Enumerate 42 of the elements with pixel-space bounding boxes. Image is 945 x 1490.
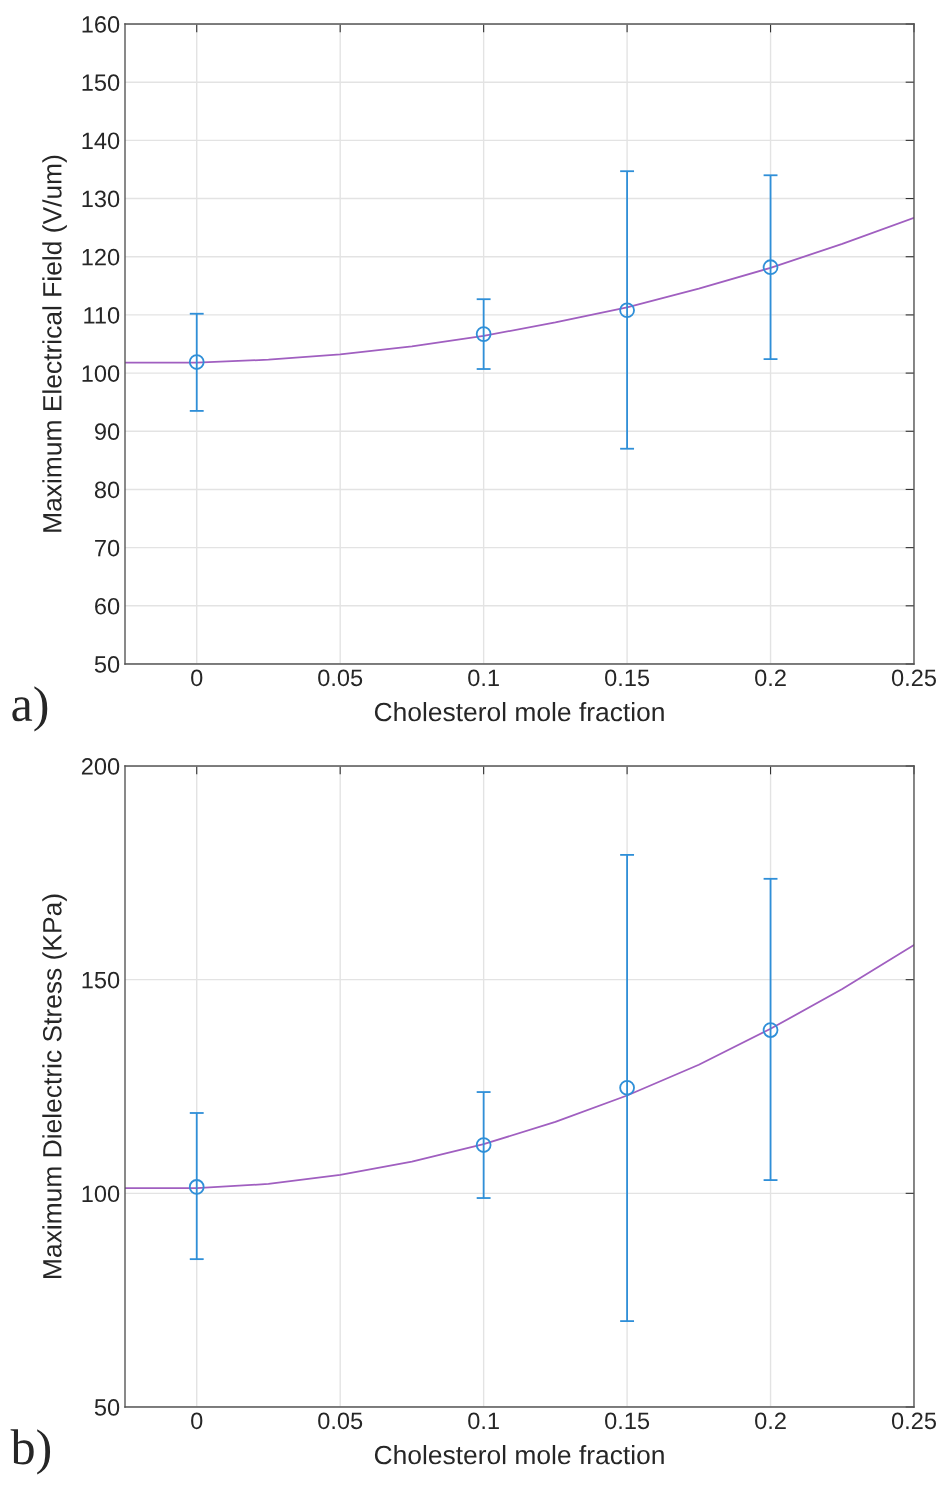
x-tick-label: 0.1 xyxy=(468,669,499,687)
point xyxy=(475,326,492,342)
x-tick-label: 0.25 xyxy=(891,1412,936,1430)
y-tick-label: 120 xyxy=(82,248,120,266)
x-tick-label: 0.05 xyxy=(318,669,363,687)
y-axis-title: Maximum Dielectric Stress (KPa) xyxy=(42,894,67,1278)
y-tick-label: 110 xyxy=(84,306,120,324)
x-tick-label: 0.15 xyxy=(605,669,650,687)
y-tick-label: 150 xyxy=(82,74,120,91)
x-axis-title: Cholesterol mole fraction xyxy=(374,1444,664,1465)
y-tick-label: 50 xyxy=(94,656,120,673)
y-tick-label: 160 xyxy=(82,16,120,33)
x-tick-label: 0.2 xyxy=(755,669,786,687)
y-tick-label: 80 xyxy=(94,481,120,499)
point xyxy=(475,1137,492,1153)
y-tick-label: 100 xyxy=(82,365,120,382)
y-tick-label: 200 xyxy=(81,758,120,775)
y-tick-label: 90 xyxy=(94,423,120,441)
point xyxy=(188,354,205,370)
x-tick-label: 0.15 xyxy=(605,1412,650,1430)
y-tick-label: 130 xyxy=(82,190,120,208)
x-tick-label: 0.05 xyxy=(318,1412,363,1430)
y-tick-label: 140 xyxy=(82,132,120,150)
x-axis-title: Cholesterol mole fraction xyxy=(374,701,664,722)
y-tick-label: 60 xyxy=(95,597,120,615)
y-tick-label: 70 xyxy=(95,539,120,557)
x-tick-label: 0.2 xyxy=(755,1412,786,1430)
point xyxy=(619,302,635,319)
point xyxy=(762,1022,779,1038)
x-tick-label: 0.25 xyxy=(891,669,936,687)
x-tick-label: 0.1 xyxy=(468,1412,499,1430)
text: b) xyxy=(10,1429,51,1475)
point xyxy=(762,259,779,276)
point xyxy=(188,1179,205,1195)
x-tick-label: 0 xyxy=(191,1412,203,1430)
x-tick-label: 0 xyxy=(191,669,203,687)
y-tick-label: 50 xyxy=(94,1399,120,1416)
text: a) xyxy=(12,686,48,732)
point xyxy=(619,1079,635,1096)
y-tick-label: 100 xyxy=(82,1185,120,1203)
y-tick-label: 150 xyxy=(82,971,120,989)
y-axis-title: Maximum Electrical Field (V/um) xyxy=(42,155,67,532)
